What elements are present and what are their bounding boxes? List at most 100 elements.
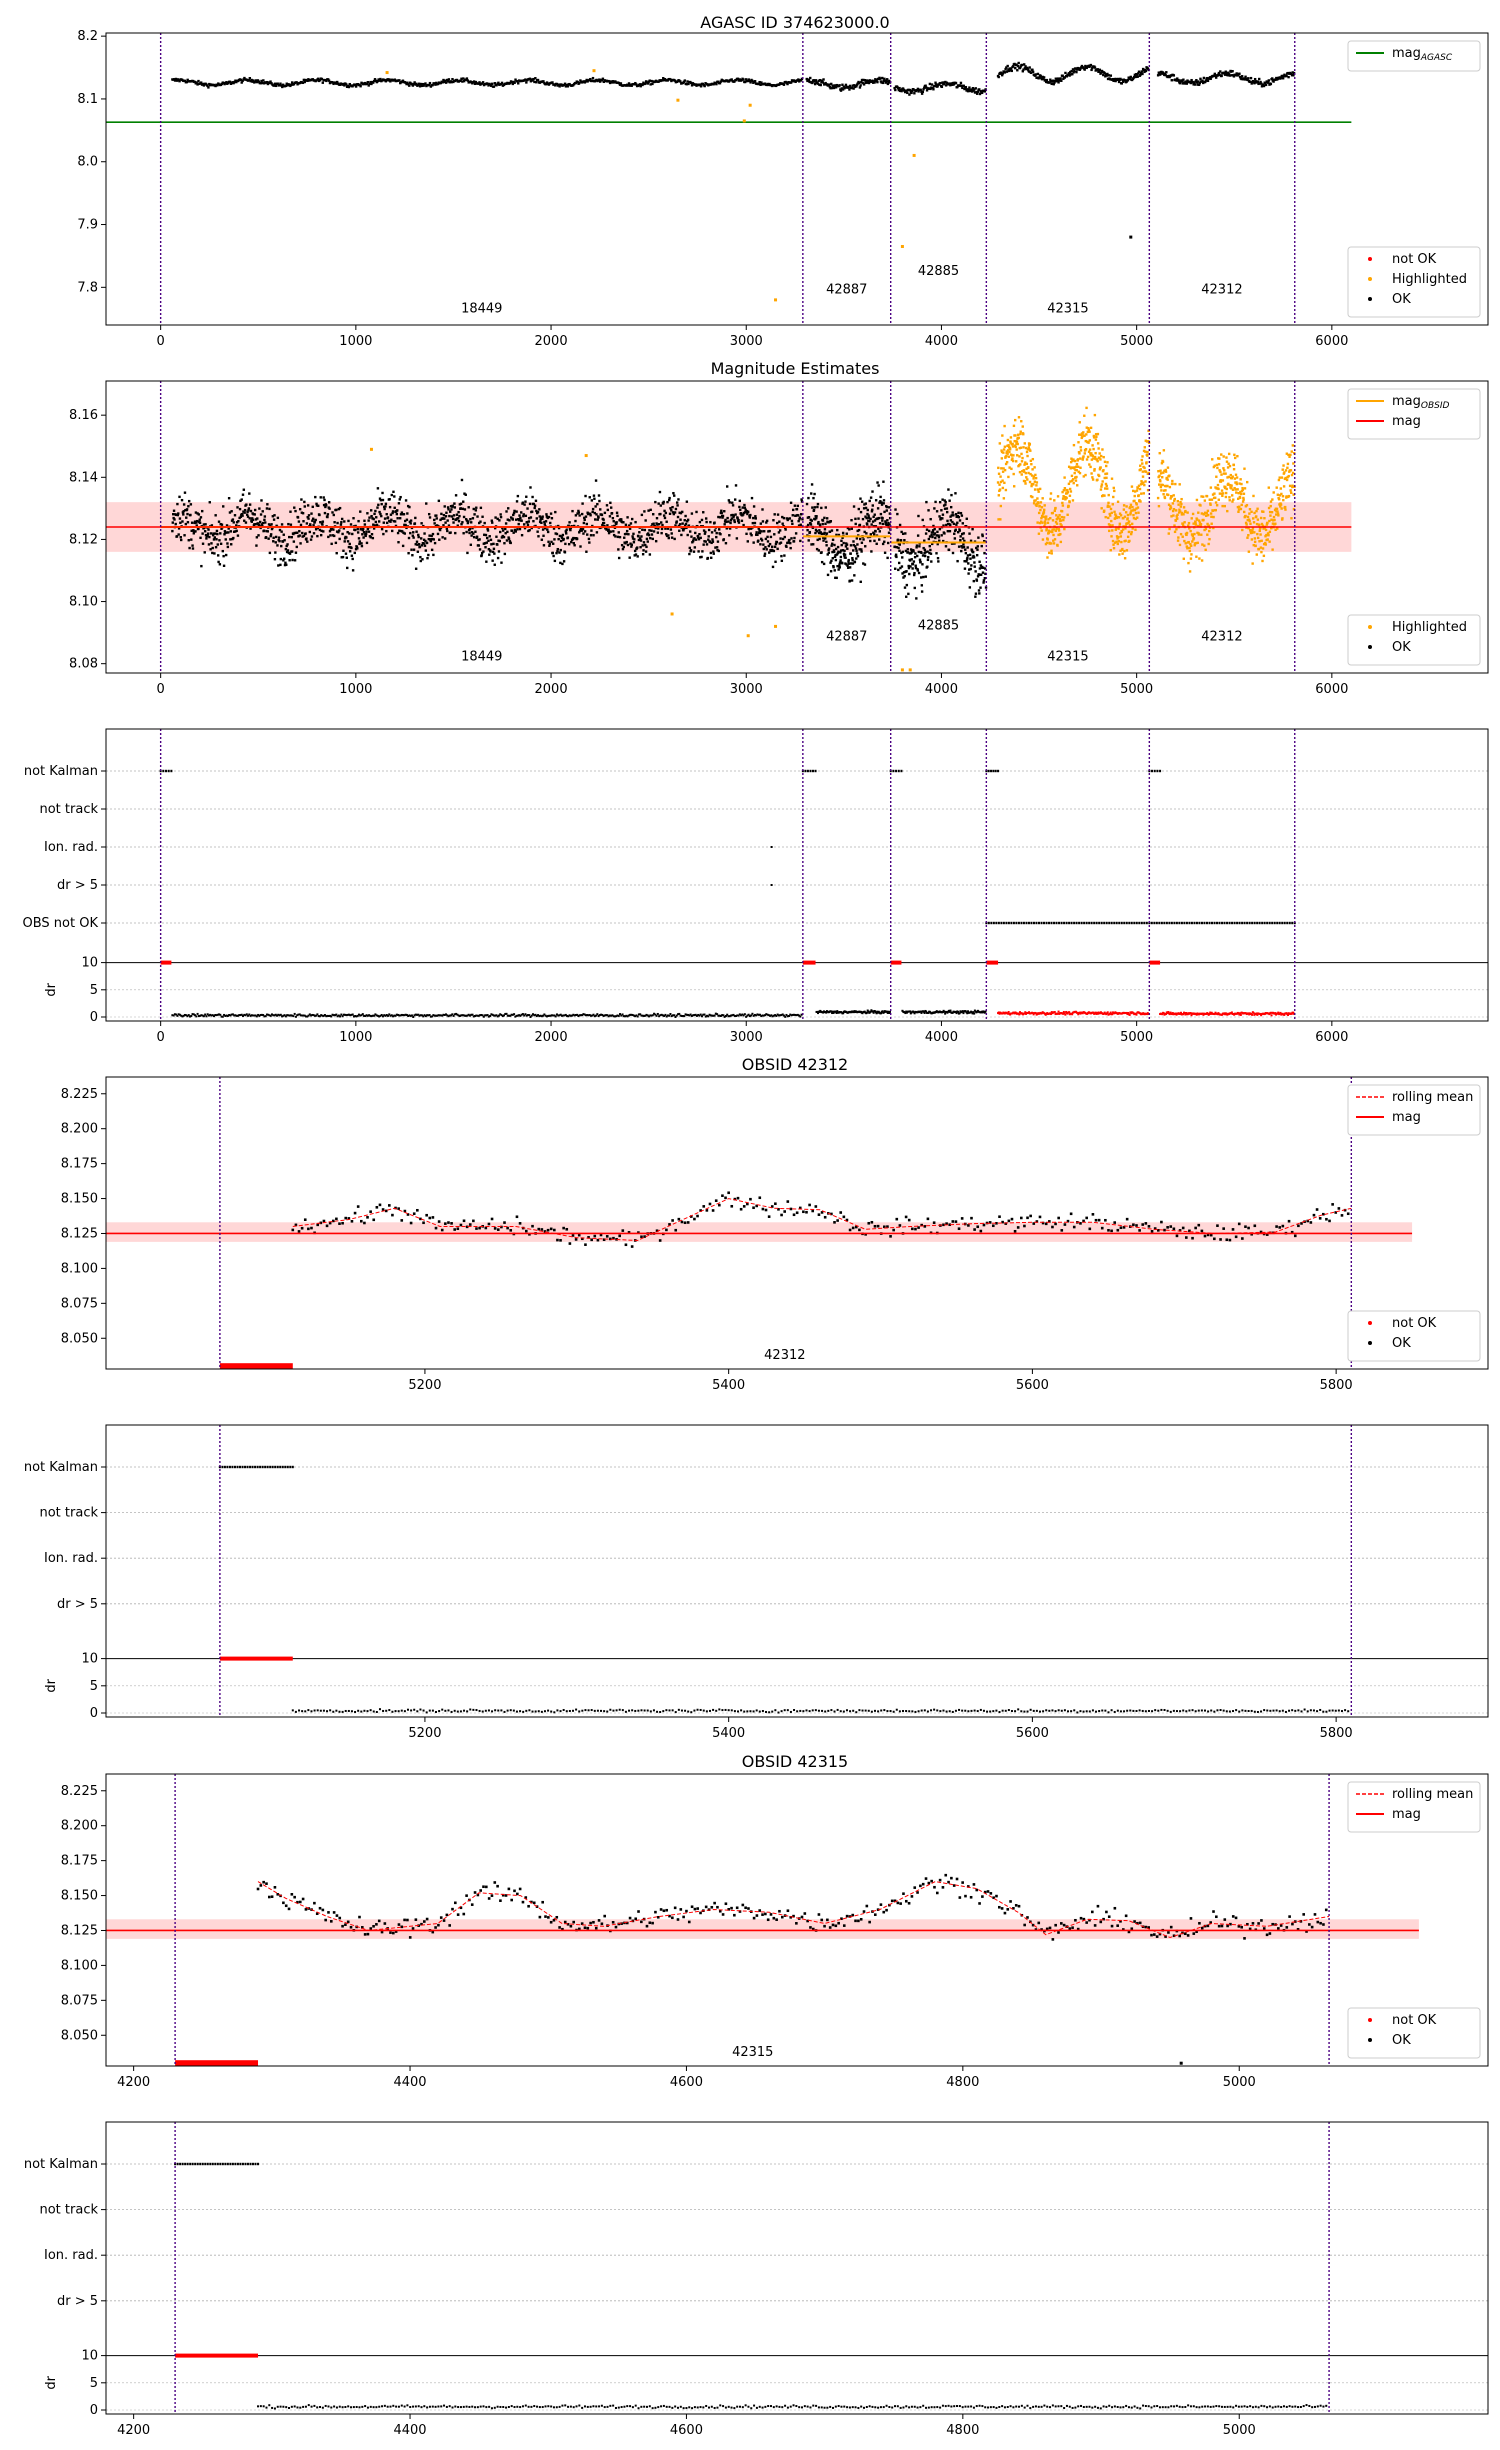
dr-point [192, 1013, 195, 1016]
data-point [1016, 454, 1019, 457]
data-point [1245, 523, 1248, 526]
data-point [1011, 65, 1015, 68]
data-point [1037, 490, 1040, 493]
data-point [907, 564, 910, 568]
data-point-outlier [1129, 235, 1133, 239]
data-point [684, 522, 688, 526]
data-point [760, 537, 763, 541]
data-point [1243, 487, 1247, 490]
flag-point [1195, 921, 1198, 925]
data-point [459, 507, 462, 510]
data-point [489, 550, 492, 553]
data-point [1065, 496, 1068, 500]
data-point [1040, 514, 1044, 518]
data-point [935, 534, 939, 537]
data-point [1052, 533, 1055, 537]
data-point [345, 83, 348, 86]
data-point [1217, 463, 1221, 466]
data-point [746, 512, 749, 516]
data-point [1133, 508, 1137, 512]
data-point [1292, 462, 1295, 465]
data-point [998, 442, 1002, 445]
data-point [949, 84, 952, 87]
data-point [681, 510, 684, 514]
data-point-outlier [676, 98, 680, 102]
data-point [1233, 477, 1237, 480]
data-point [637, 535, 640, 538]
data-point [1258, 523, 1261, 527]
data-point [229, 538, 232, 541]
data-point [652, 522, 655, 525]
data-point [1077, 441, 1080, 444]
data-point [1136, 516, 1139, 519]
data-point [960, 545, 963, 548]
data-point [285, 82, 288, 85]
data-point [1235, 72, 1238, 75]
data-point [408, 84, 411, 87]
data-point [687, 82, 690, 86]
data-point [429, 539, 433, 543]
data-point [472, 532, 475, 535]
data-point [586, 533, 589, 536]
data-point [376, 79, 379, 83]
data-point [1103, 509, 1106, 512]
data-point [721, 514, 725, 518]
data-point [335, 80, 339, 84]
data-point [272, 540, 275, 543]
data-point [957, 516, 961, 519]
data-point [495, 535, 498, 538]
data-point [936, 556, 940, 560]
data-point [1242, 496, 1245, 500]
data-point [478, 521, 481, 525]
data-point [951, 520, 954, 524]
data-point [306, 79, 309, 83]
data-point [1076, 458, 1080, 461]
y-tick-label: 8.2 [77, 29, 98, 44]
data-point [1140, 492, 1143, 495]
data-point [1235, 491, 1238, 494]
data-point [1015, 440, 1019, 443]
data-point [976, 545, 979, 548]
flag-point [897, 769, 900, 773]
data-point [524, 514, 528, 518]
data-point [871, 520, 875, 523]
data-point [1055, 514, 1058, 517]
data-point [903, 90, 907, 94]
dr-point [278, 1014, 281, 1017]
data-point [593, 511, 596, 515]
data-point [445, 78, 449, 82]
data-point [850, 562, 853, 565]
data-point-outlier [592, 69, 596, 73]
data-point [1170, 495, 1173, 498]
flag-point [1090, 921, 1093, 925]
flag-point [1159, 769, 1162, 773]
data-point [1133, 499, 1136, 503]
data-point [769, 535, 773, 539]
data-point [966, 546, 969, 549]
data-point [1143, 483, 1146, 487]
data-point [1101, 70, 1104, 74]
data-point [1078, 421, 1081, 424]
data-point [979, 564, 983, 567]
data-point [1067, 72, 1071, 75]
data-point [213, 536, 217, 539]
data-point [366, 81, 370, 84]
data-point [762, 530, 766, 533]
data-point [922, 88, 925, 91]
data-point [843, 549, 846, 552]
data-point [694, 83, 697, 86]
data-point [946, 529, 950, 533]
data-point [449, 510, 452, 513]
data-point [956, 85, 959, 89]
data-point [328, 529, 332, 533]
data-point [341, 532, 344, 536]
data-point [1069, 73, 1073, 76]
dr-point [252, 1014, 255, 1017]
data-point [446, 529, 449, 533]
data-point [1186, 511, 1189, 514]
data-point [1291, 471, 1295, 475]
data-point [445, 527, 449, 530]
data-point [272, 84, 276, 87]
data-point [1075, 465, 1078, 469]
data-point [1059, 77, 1062, 80]
